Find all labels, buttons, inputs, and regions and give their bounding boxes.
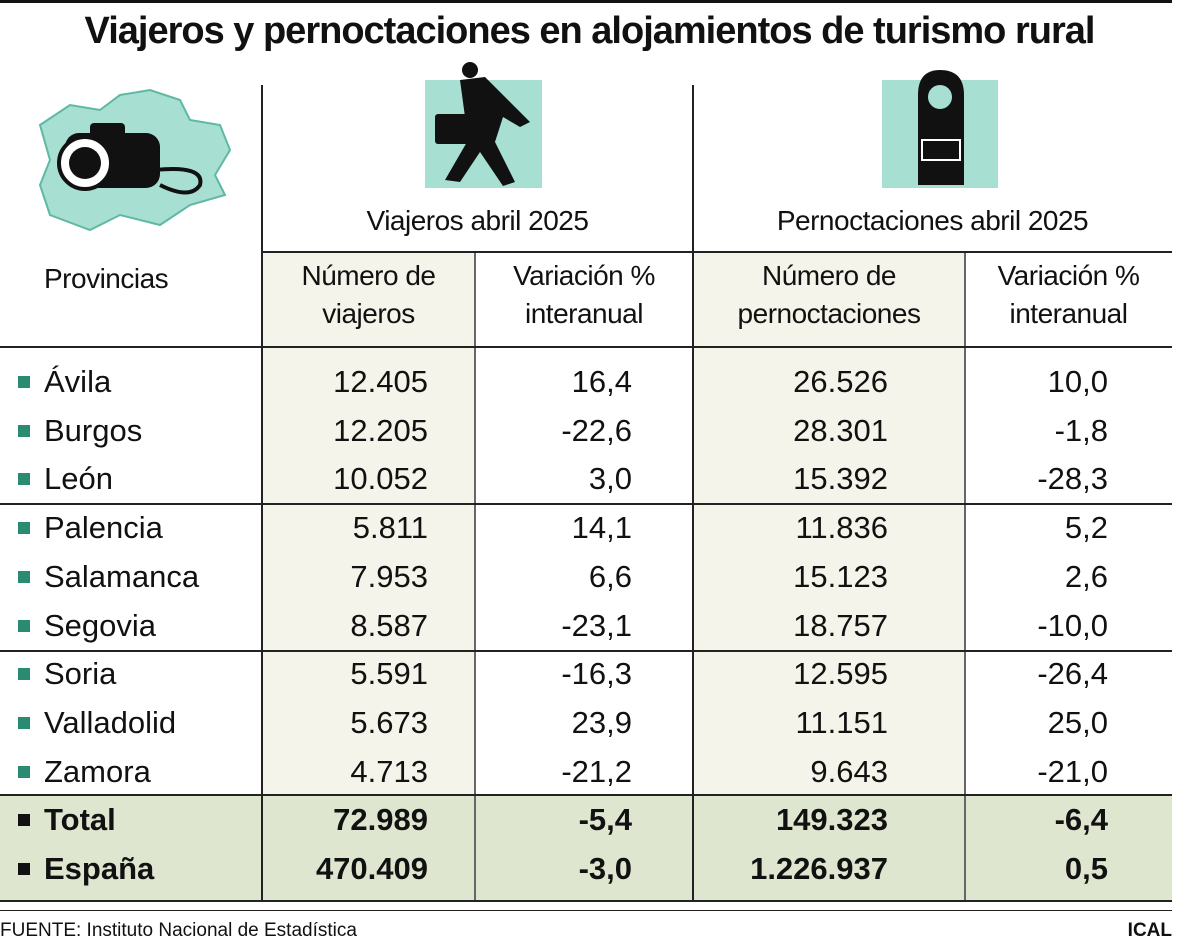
cell: 11.151	[795, 704, 888, 740]
column-header: Número de	[301, 260, 436, 291]
row-label: Total	[44, 802, 116, 837]
cell: -26,4	[1037, 656, 1108, 692]
row-marker	[18, 862, 30, 875]
cell: -22,6	[561, 412, 632, 448]
row-marker	[18, 814, 30, 826]
cell: 26.526	[793, 364, 888, 399]
top-rule	[0, 0, 1172, 3]
cell: -5,4	[578, 802, 632, 837]
cell: -21,0	[1037, 753, 1108, 789]
cell: -28,3	[1037, 461, 1108, 497]
cell: 5,2	[1064, 510, 1108, 546]
cell: 4.713	[350, 753, 428, 789]
cell: -10,0	[1037, 607, 1108, 643]
cell: 149.323	[775, 802, 888, 837]
column-header: viajeros	[322, 298, 415, 329]
row-label: León	[44, 461, 113, 497]
cell: 7.953	[350, 558, 428, 594]
column-header: pernoctaciones	[737, 298, 921, 329]
row-rule	[262, 251, 1172, 253]
cell: 11.836	[795, 510, 888, 546]
cell: 2,6	[1064, 558, 1108, 594]
cell: 5.811	[352, 510, 428, 546]
group-header: Pernoctaciones abril 2025	[776, 205, 1089, 236]
cell: 12.595	[793, 656, 888, 692]
group-header: Viajeros abril 2025	[366, 205, 589, 236]
row-rule	[0, 794, 1172, 796]
cell: 10.052	[333, 461, 428, 497]
row-label: España	[44, 850, 155, 886]
column-header: Número de	[761, 260, 897, 291]
row-marker	[18, 376, 30, 388]
row-marker	[18, 570, 30, 583]
column-header: interanual	[1009, 298, 1128, 329]
cell: 8.587	[350, 607, 428, 643]
cell: 12.405	[333, 364, 428, 399]
cell: 9.643	[810, 753, 888, 789]
row-label: Salamanca	[44, 558, 200, 594]
column-header: Variación %	[513, 260, 655, 291]
column-shade	[693, 252, 965, 795]
cell: -21,2	[561, 753, 632, 789]
column-rule	[692, 85, 694, 900]
cell: 25,0	[1047, 704, 1108, 740]
row-label: Soria	[44, 656, 117, 692]
cell: 72.989	[333, 802, 428, 837]
source: FUENTE: Instituto Nacional de Estadístic…	[0, 920, 357, 941]
row-rule	[0, 910, 1172, 911]
credit: ICAL	[1127, 920, 1172, 941]
row-label: Valladolid	[44, 704, 177, 740]
cell: 5.673	[350, 704, 428, 740]
cell: 1.226.937	[750, 850, 888, 886]
column-header: interanual	[525, 298, 643, 329]
row-rule	[0, 650, 1172, 652]
row-label: Ávila	[44, 364, 112, 399]
cell: 470.409	[315, 850, 428, 886]
row-marker	[18, 522, 30, 535]
cell: 3,0	[588, 461, 632, 497]
door-hanger-icon	[882, 70, 998, 188]
cell: 28.301	[793, 412, 888, 448]
row-label: Burgos	[44, 412, 143, 448]
row-marker	[18, 716, 30, 729]
cell: 12.205	[333, 412, 428, 448]
column-rule	[964, 252, 966, 900]
cell: -23,1	[561, 607, 632, 643]
cell: 14,1	[571, 510, 632, 546]
cell: 10,0	[1047, 364, 1108, 399]
map-camera-icon	[38, 88, 232, 232]
column-header: Variación %	[997, 260, 1140, 291]
cell: 15.123	[793, 558, 888, 594]
row-marker	[18, 424, 30, 437]
row-marker	[18, 668, 30, 681]
column-header: Provincias	[44, 263, 169, 294]
row-marker	[18, 619, 30, 632]
cell: -6,4	[1054, 802, 1108, 837]
cell: -3,0	[578, 850, 632, 886]
row-marker	[18, 473, 30, 486]
cell: 18.757	[793, 607, 888, 643]
row-label: Zamora	[44, 753, 151, 789]
cell: -1,8	[1054, 412, 1108, 448]
totals-shade	[0, 795, 1172, 900]
cell: 23,9	[571, 704, 632, 740]
cell: 15.392	[793, 461, 888, 497]
row-rule	[0, 503, 1172, 505]
row-rule	[0, 346, 1172, 348]
column-shade	[262, 252, 475, 795]
column-rule	[261, 85, 263, 900]
cell: 16,4	[571, 364, 632, 399]
row-label: Segovia	[44, 607, 157, 643]
cell: 6,6	[588, 558, 632, 594]
cell: -16,3	[561, 656, 632, 692]
column-rule	[474, 252, 476, 900]
row-rule	[0, 900, 1172, 902]
row-label: Palencia	[44, 510, 163, 546]
traveler-icon	[425, 62, 542, 188]
cell: 0,5	[1064, 850, 1108, 886]
row-marker	[18, 765, 30, 778]
title: Viajeros y pernoctaciones en alojamiento…	[84, 10, 1096, 52]
cell: 5.591	[350, 656, 428, 692]
